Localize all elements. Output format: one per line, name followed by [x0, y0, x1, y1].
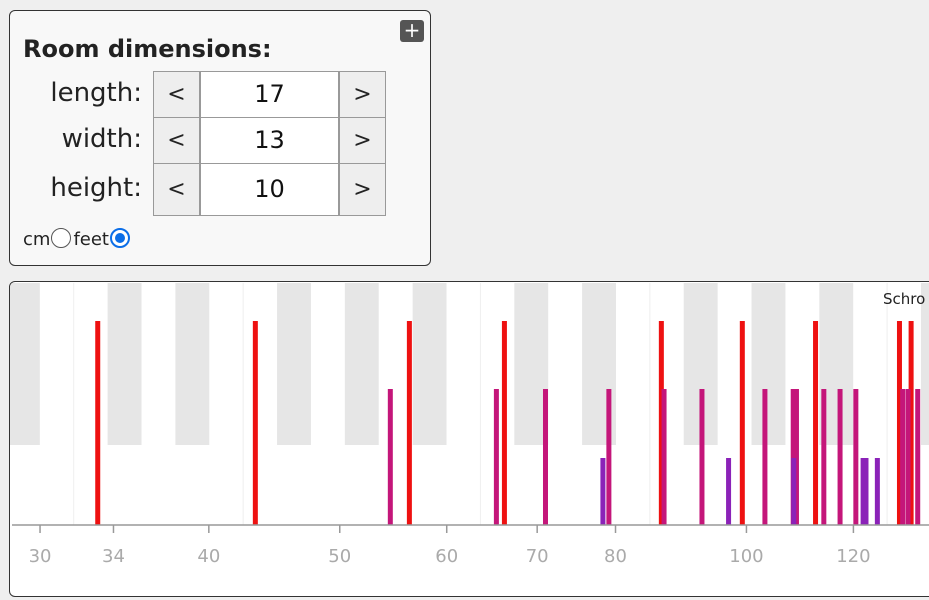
mode-bar: [813, 321, 819, 525]
mode-bar: [726, 458, 732, 525]
mode-bar: [915, 389, 921, 525]
mode-bar: [821, 389, 827, 525]
mode-bar: [501, 321, 507, 525]
unit-radio[interactable]: [51, 228, 72, 248]
piano-black-key: [10, 283, 40, 445]
panel-title: Room dimensions:: [23, 35, 272, 63]
mode-bar: [896, 321, 902, 525]
dimension-label: height:: [50, 173, 142, 203]
mode-bar: [874, 458, 880, 525]
mode-bar: [791, 458, 797, 525]
mode-bar: [606, 389, 612, 525]
dimension-input[interactable]: 13: [200, 117, 339, 164]
unit-label: feet: [73, 229, 109, 250]
chart-panel: Schro 30 34 40 50 60 70 80 100 120: [9, 281, 929, 597]
x-tick-label: 100: [729, 546, 763, 567]
piano-black-key: [344, 283, 379, 445]
dimension-label: width:: [61, 124, 142, 154]
mode-bar: [493, 389, 499, 525]
mode-bar: [762, 389, 768, 525]
mode-bar: [542, 389, 548, 525]
chart: Schro 30 34 40 50 60 70 80 100 120: [10, 283, 929, 567]
x-tick-label: 50: [328, 546, 351, 567]
toggle-button[interactable]: +: [400, 20, 424, 42]
increase-button[interactable]: >: [339, 117, 386, 164]
mode-bar: [739, 321, 745, 525]
piano-black-key: [412, 283, 447, 445]
mode-bar: [853, 389, 859, 525]
piano-black-key: [514, 283, 549, 445]
annotation: Schro: [883, 290, 925, 308]
piano-black-key: [920, 283, 929, 445]
mode-bar: [252, 321, 258, 525]
dimension-input[interactable]: 10: [200, 163, 339, 216]
mode-bar: [406, 321, 412, 525]
mode-bar: [790, 389, 796, 525]
piano-black-key: [751, 283, 786, 445]
mode-bar: [863, 458, 869, 525]
mode-bar: [658, 321, 664, 525]
x-tick-label: 60: [435, 546, 458, 567]
mode-bar: [600, 458, 606, 525]
unit-radio[interactable]: [109, 228, 130, 248]
increase-button[interactable]: >: [339, 163, 386, 216]
decrease-button[interactable]: <: [153, 71, 200, 118]
dimensions-panel: Room dimensions: + length: <17 > width: <13 >…: [9, 10, 431, 266]
decrease-button[interactable]: <: [153, 117, 200, 164]
unit-label: cm: [23, 229, 51, 250]
dimension-label: length:: [50, 78, 142, 108]
x-tick-label: 120: [836, 546, 870, 567]
mode-bar: [908, 321, 914, 525]
x-tick-label: 80: [604, 546, 627, 567]
mode-bar: [699, 389, 705, 525]
mode-bar: [661, 389, 667, 525]
mode-bar: [387, 389, 393, 525]
x-tick-label: 70: [526, 546, 549, 567]
mode-bar: [905, 389, 911, 525]
mode-bar: [837, 389, 843, 525]
mode-bar: [860, 458, 866, 525]
increase-button[interactable]: >: [339, 71, 386, 118]
x-tick-label: 34: [102, 546, 125, 567]
piano-black-key: [107, 283, 142, 445]
mode-bar: [793, 389, 799, 525]
x-tick-label: 40: [197, 546, 220, 567]
dimension-input[interactable]: 17: [200, 71, 339, 118]
piano-black-key: [277, 283, 311, 445]
mode-bar: [900, 389, 906, 525]
mode-bar: [95, 321, 101, 525]
piano-black-key: [175, 283, 210, 445]
x-tick-label: 30: [29, 546, 52, 567]
decrease-button[interactable]: <: [153, 163, 200, 216]
